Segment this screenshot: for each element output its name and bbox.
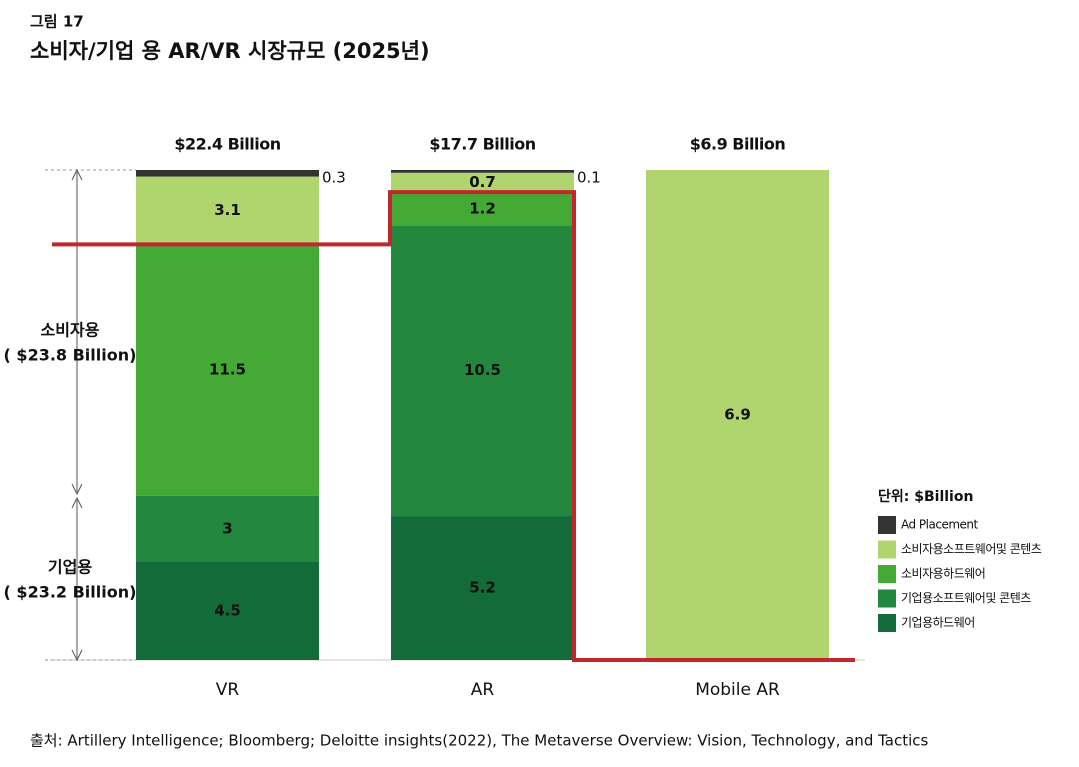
value-label: 3.1	[214, 201, 241, 219]
value-label: 3	[222, 519, 232, 537]
total-label: $22.4 Billion	[174, 135, 280, 154]
legend-label: 소비자용소프트웨어및 콘텐츠	[901, 542, 1042, 556]
value-label: 0.3	[322, 169, 346, 187]
bar-segment	[136, 561, 319, 660]
value-label: 1.2	[469, 199, 496, 217]
x-tick-label: VR	[216, 680, 240, 700]
chart-title: 소비자/기업 용 AR/VR 시장규모 (2025년)	[30, 39, 430, 63]
legend-label: 기업용하드웨어	[901, 616, 975, 630]
legend-swatch	[878, 589, 896, 608]
bar-segment	[646, 170, 829, 660]
bar-segment	[391, 225, 574, 517]
legend-label: 소비자용하드웨어	[901, 567, 985, 581]
annotation: 소비자용	[41, 321, 100, 340]
legend-label: Ad Placement	[901, 518, 979, 532]
legend-title: 단위: $Billion	[878, 488, 973, 505]
x-tick-label: Mobile AR	[695, 680, 780, 700]
bar-segment	[136, 244, 319, 496]
annotation: 기업용	[48, 558, 92, 577]
bar-segment	[391, 172, 574, 193]
value-label: 0.1	[577, 169, 601, 187]
total-label: $17.7 Billion	[429, 135, 535, 154]
value-label: 4.5	[214, 601, 241, 619]
total-label: $6.9 Billion	[690, 135, 786, 154]
legend-swatch	[878, 540, 896, 559]
annotation: ( $23.8 Billion)	[4, 346, 137, 365]
value-label: 0.7	[469, 173, 496, 191]
bar-segment	[136, 170, 319, 177]
value-label: 10.5	[464, 361, 501, 379]
legend-swatch	[878, 614, 896, 632]
value-label: 11.5	[209, 361, 246, 379]
bar-segment	[391, 170, 574, 173]
bar-segment	[136, 495, 319, 562]
source: 출처: Artillery Intelligence; Bloomberg; D…	[30, 732, 929, 750]
value-label: 6.9	[724, 406, 751, 424]
bar-segment	[136, 176, 319, 245]
figure-label: 그림 17	[30, 13, 84, 31]
legend-swatch	[878, 565, 896, 583]
bar-segment	[391, 192, 574, 226]
legend-swatch	[878, 516, 896, 534]
legend-label: 기업용소프트웨어및 콘텐츠	[901, 591, 1031, 605]
divider-line	[52, 190, 855, 662]
brackets	[71, 168, 83, 662]
annotation: ( $23.2 Billion)	[4, 583, 137, 602]
value-label: 5.2	[469, 579, 496, 597]
x-tick-label: AR	[471, 680, 495, 700]
bar-segment	[391, 516, 574, 660]
